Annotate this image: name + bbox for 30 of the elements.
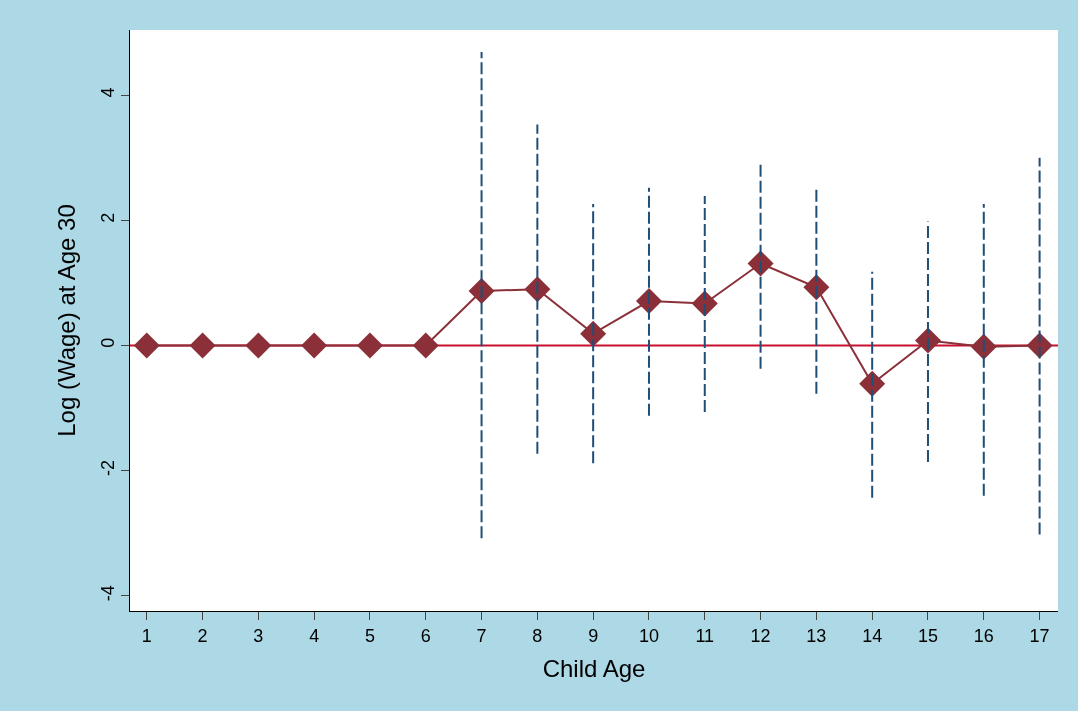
y-axis-title: Log (Wage) at Age 30: [52, 204, 80, 437]
x-axis-title: Child Age: [542, 654, 646, 682]
y-tick-label: 2: [97, 212, 118, 223]
point: [412, 332, 439, 359]
point: [301, 332, 328, 359]
x-tick-label: 14: [862, 625, 883, 646]
x-tick-label: 1: [141, 625, 152, 646]
y-tick-label: -2: [97, 460, 118, 477]
x-tick-label: 10: [638, 625, 659, 646]
x-tick-label: 5: [364, 625, 375, 646]
x-tick-label: 8: [532, 625, 543, 646]
x-tick-label: 12: [750, 625, 771, 646]
point: [133, 332, 160, 359]
x-tick-label: 13: [806, 625, 827, 646]
point: [356, 332, 383, 359]
x-tick-label: 4: [309, 625, 320, 646]
x-tick-label: 2: [197, 625, 208, 646]
x-tick-label: 15: [917, 625, 938, 646]
point: [189, 332, 216, 359]
y-tick-label: 0: [97, 337, 118, 348]
x-tick-label: 7: [476, 625, 487, 646]
x-tick-label: 11: [695, 625, 715, 646]
y-tick-label: 4: [97, 87, 118, 98]
x-tick-label: 9: [588, 625, 599, 646]
x-tick-label: 16: [973, 625, 994, 646]
x-tick-label: 6: [420, 625, 431, 646]
point: [245, 332, 272, 359]
x-tick-label: 3: [253, 625, 264, 646]
y-tick-label: -4: [97, 585, 118, 602]
x-tick-label: 17: [1029, 625, 1050, 646]
